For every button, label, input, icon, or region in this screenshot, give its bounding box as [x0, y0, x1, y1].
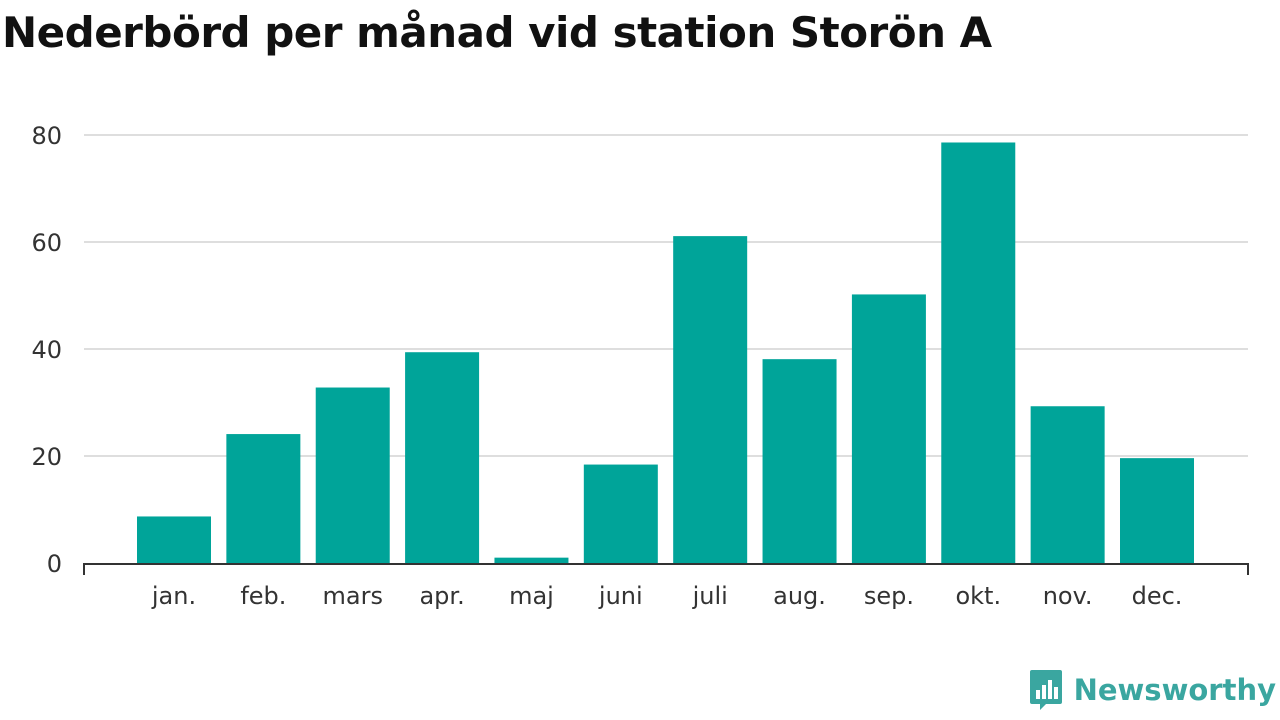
x-tick-label: mars — [322, 582, 382, 610]
x-tick-label: jan. — [151, 582, 196, 610]
y-tick-label: 80 — [31, 122, 62, 150]
bar — [315, 387, 390, 563]
y-tick-label: 40 — [31, 336, 62, 364]
bar — [494, 557, 569, 563]
bar — [851, 294, 926, 563]
bar — [405, 352, 480, 563]
y-tick-label: 60 — [31, 229, 62, 257]
x-tick-label: dec. — [1132, 582, 1183, 610]
x-tick-label: aug. — [773, 582, 826, 610]
x-tick-label: juli — [692, 582, 728, 610]
x-tick-label: nov. — [1043, 582, 1093, 610]
x-tick-label: feb. — [240, 582, 286, 610]
bar — [762, 359, 837, 563]
bar — [226, 434, 301, 563]
bar — [941, 142, 1016, 564]
x-tick-label: maj — [509, 582, 554, 610]
bar — [583, 464, 658, 563]
bars — [137, 142, 1194, 564]
brand-name: Newsworthy — [1073, 673, 1276, 707]
chart-title: Nederbörd per månad vid station Storön A — [2, 8, 992, 57]
y-axis-tick-labels: 0 20 40 60 80 — [31, 122, 62, 578]
x-axis: jan. feb. mars apr. maj juni juli aug. sep. okt. n… — [83, 563, 1249, 610]
x-tick-label: sep. — [864, 582, 914, 610]
newsworthy-brand: Newsworthy — [1028, 668, 1276, 712]
bar — [673, 236, 748, 564]
bar — [1120, 458, 1194, 563]
bar — [137, 516, 211, 563]
y-tick-label: 20 — [31, 443, 62, 471]
y-tick-label: 0 — [47, 550, 62, 578]
x-tick-label: okt. — [955, 582, 1001, 610]
x-tick-label: apr. — [419, 582, 464, 610]
x-tick-label: juni — [598, 582, 643, 610]
bar — [1030, 406, 1105, 563]
newsworthy-logo-icon — [1029, 670, 1062, 710]
